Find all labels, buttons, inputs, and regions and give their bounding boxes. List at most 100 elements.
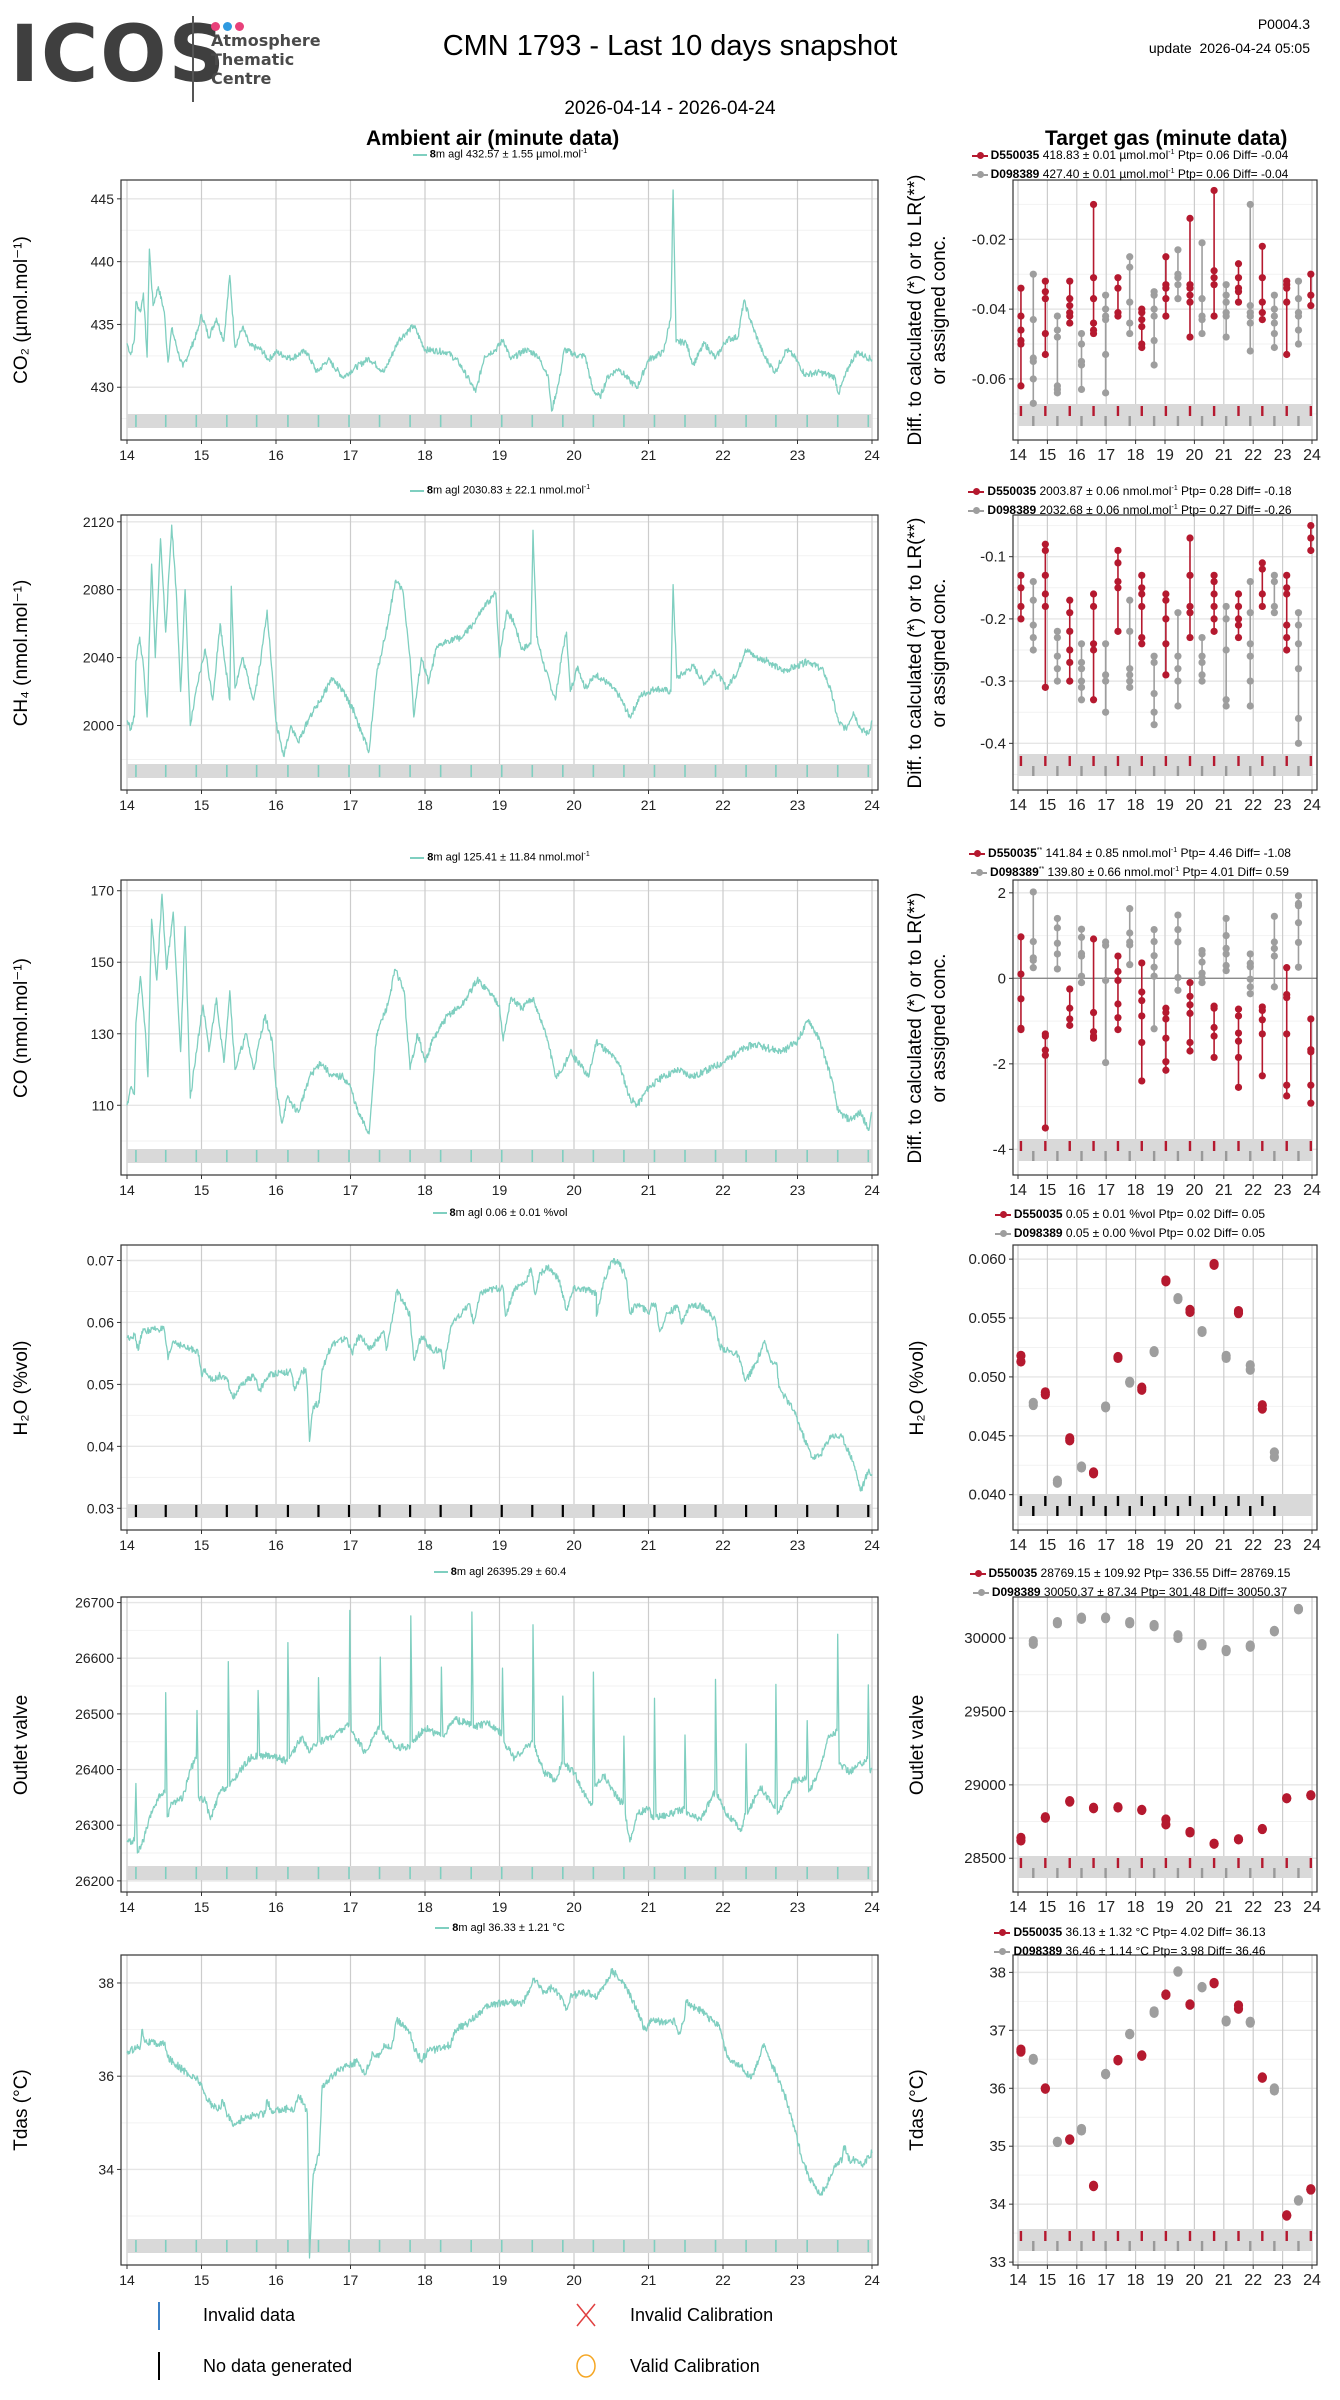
data-point bbox=[1246, 652, 1254, 660]
calibration-group-D098389 bbox=[1028, 2053, 1038, 2065]
legend-dot bbox=[973, 487, 981, 495]
data-point bbox=[1245, 1364, 1255, 1375]
calibration-group-D098389 bbox=[1029, 270, 1037, 407]
data-point bbox=[1114, 952, 1122, 960]
legend-dot bbox=[976, 170, 984, 178]
y-tick-label: -0.1 bbox=[980, 549, 1006, 566]
ch4-target-chart: -0.4 -0.3 -0.2 -0.1 14 15 16 17 18 19 20 21 22 23 24 bbox=[980, 514, 1321, 814]
x-tick-label: 14 bbox=[119, 447, 135, 463]
legend-dot bbox=[999, 1928, 1007, 1936]
data-point bbox=[1029, 646, 1037, 654]
calibration-group-D098389 bbox=[1125, 1376, 1135, 1388]
y-tick-label: 0.040 bbox=[968, 1487, 1006, 1504]
data-point bbox=[1150, 925, 1158, 934]
calibration-group-D098389 bbox=[1198, 633, 1206, 685]
data-point bbox=[1150, 708, 1158, 716]
data-point bbox=[1041, 546, 1049, 555]
calibration-group-D550035 bbox=[1185, 1999, 1195, 2010]
y-tick-label: 0.050 bbox=[968, 1369, 1006, 1386]
data-point bbox=[1246, 319, 1254, 327]
x-tick-label: 16 bbox=[268, 1537, 284, 1553]
data-point bbox=[1197, 1327, 1207, 1338]
x-tick-label: 14 bbox=[119, 2272, 135, 2288]
data-point bbox=[1114, 1000, 1122, 1008]
data-point bbox=[1222, 950, 1230, 958]
data-point bbox=[1222, 961, 1230, 970]
data-point bbox=[1089, 696, 1098, 704]
axis-label-line: Tdas (°C) bbox=[11, 2069, 32, 2151]
x-tick-label: 24 bbox=[864, 447, 880, 463]
axis-label-line: CO (nmol.mol⁻¹) bbox=[11, 957, 32, 1098]
data-point bbox=[1052, 2137, 1062, 2148]
calibration-group-D550035 bbox=[1113, 2054, 1123, 2066]
data-point bbox=[1077, 329, 1086, 338]
data-point bbox=[1198, 329, 1206, 338]
calibration-group-D550035 bbox=[1161, 1275, 1171, 1287]
data-point bbox=[1210, 627, 1218, 635]
legend-sup: -1 bbox=[1171, 485, 1178, 492]
data-point bbox=[1294, 340, 1303, 348]
data-point bbox=[1028, 1638, 1038, 1649]
calibration-group-D550035 bbox=[1016, 2044, 1026, 2057]
legend-stats: Ptp= 301.48 Diff= 30050.37 bbox=[1140, 1585, 1288, 1599]
calibration-group-D098389 bbox=[1125, 1616, 1135, 1629]
data-point bbox=[1222, 281, 1230, 289]
calibration-group-D550035 bbox=[1185, 1826, 1195, 1838]
data-point bbox=[1269, 2085, 1279, 2096]
axis-label-line: or assigned conc. bbox=[929, 578, 950, 727]
legend-tank-id: D098389 bbox=[991, 1585, 1041, 1599]
data-point bbox=[1246, 963, 1254, 971]
data-point bbox=[1162, 596, 1170, 604]
data-point bbox=[1017, 340, 1025, 348]
calibration-group-D550035 bbox=[1185, 1304, 1195, 1318]
h2o-ambient-y-axis-label: H₂O (%vol) bbox=[10, 1188, 58, 1588]
x-tick-label: 22 bbox=[1244, 1182, 1262, 1199]
data-point bbox=[1065, 1435, 1075, 1446]
data-point bbox=[1210, 274, 1218, 282]
x-tick-label: 22 bbox=[715, 447, 731, 463]
x-tick-label: 19 bbox=[1156, 447, 1174, 464]
calibration-group-D098389 bbox=[1293, 1603, 1304, 1615]
legend-tank-id: D550035 bbox=[988, 1566, 1038, 1580]
y-tick-label: -0.2 bbox=[980, 611, 1006, 628]
data-point bbox=[1102, 708, 1110, 716]
legend-sup: -1 bbox=[580, 148, 588, 155]
data-point bbox=[1066, 658, 1074, 667]
data-point bbox=[1150, 305, 1158, 313]
data-point bbox=[1258, 1016, 1266, 1024]
ch4-ambient-legend: 8m agl 2030.83 ± 22.1 nmol.mol-1 bbox=[0, 484, 1000, 497]
data-point bbox=[1283, 993, 1291, 1002]
legend-dot bbox=[977, 1588, 985, 1596]
data-point bbox=[1126, 929, 1134, 937]
data-point bbox=[1294, 739, 1303, 747]
y-tick-label: 26500 bbox=[75, 1706, 114, 1722]
calibration-group-D098389 bbox=[1125, 2028, 1135, 2040]
legend-tank-id: D550035 bbox=[988, 846, 1037, 860]
data-point bbox=[1234, 621, 1243, 629]
data-point bbox=[1029, 621, 1037, 629]
data-point bbox=[1126, 677, 1134, 685]
calibration-group-D550035 bbox=[1282, 1793, 1292, 1804]
data-point bbox=[1162, 295, 1170, 303]
data-point bbox=[1066, 985, 1074, 993]
legend-height: 8 bbox=[427, 851, 434, 864]
data-point bbox=[1016, 2046, 1026, 2057]
invalid-data-swatch-icon bbox=[158, 2302, 160, 2330]
data-point bbox=[1138, 640, 1146, 648]
data-point bbox=[1077, 665, 1086, 673]
data-point bbox=[1198, 979, 1206, 987]
data-point bbox=[1114, 312, 1122, 320]
legend-value: 139.80 ± 0.66 nmol.mol bbox=[1044, 865, 1173, 879]
data-point bbox=[1198, 671, 1206, 679]
tdas-target-y-axis-label: Tdas (°C) bbox=[906, 1910, 954, 2310]
calibration-group-D098389 bbox=[1101, 1401, 1111, 1413]
data-point bbox=[1077, 972, 1086, 980]
tdas-ambient-chart: 34 36 38 14 15 16 17 18 19 20 21 22 23 24 bbox=[98, 1954, 880, 2288]
data-point bbox=[1210, 590, 1218, 598]
y-tick-label: 26300 bbox=[75, 1817, 114, 1833]
y-tick-label: 0.060 bbox=[968, 1251, 1006, 1268]
calibration-group-D098389 bbox=[1126, 253, 1134, 338]
data-point bbox=[1053, 665, 1061, 673]
data-point bbox=[1150, 963, 1158, 971]
data-point bbox=[1258, 602, 1266, 611]
